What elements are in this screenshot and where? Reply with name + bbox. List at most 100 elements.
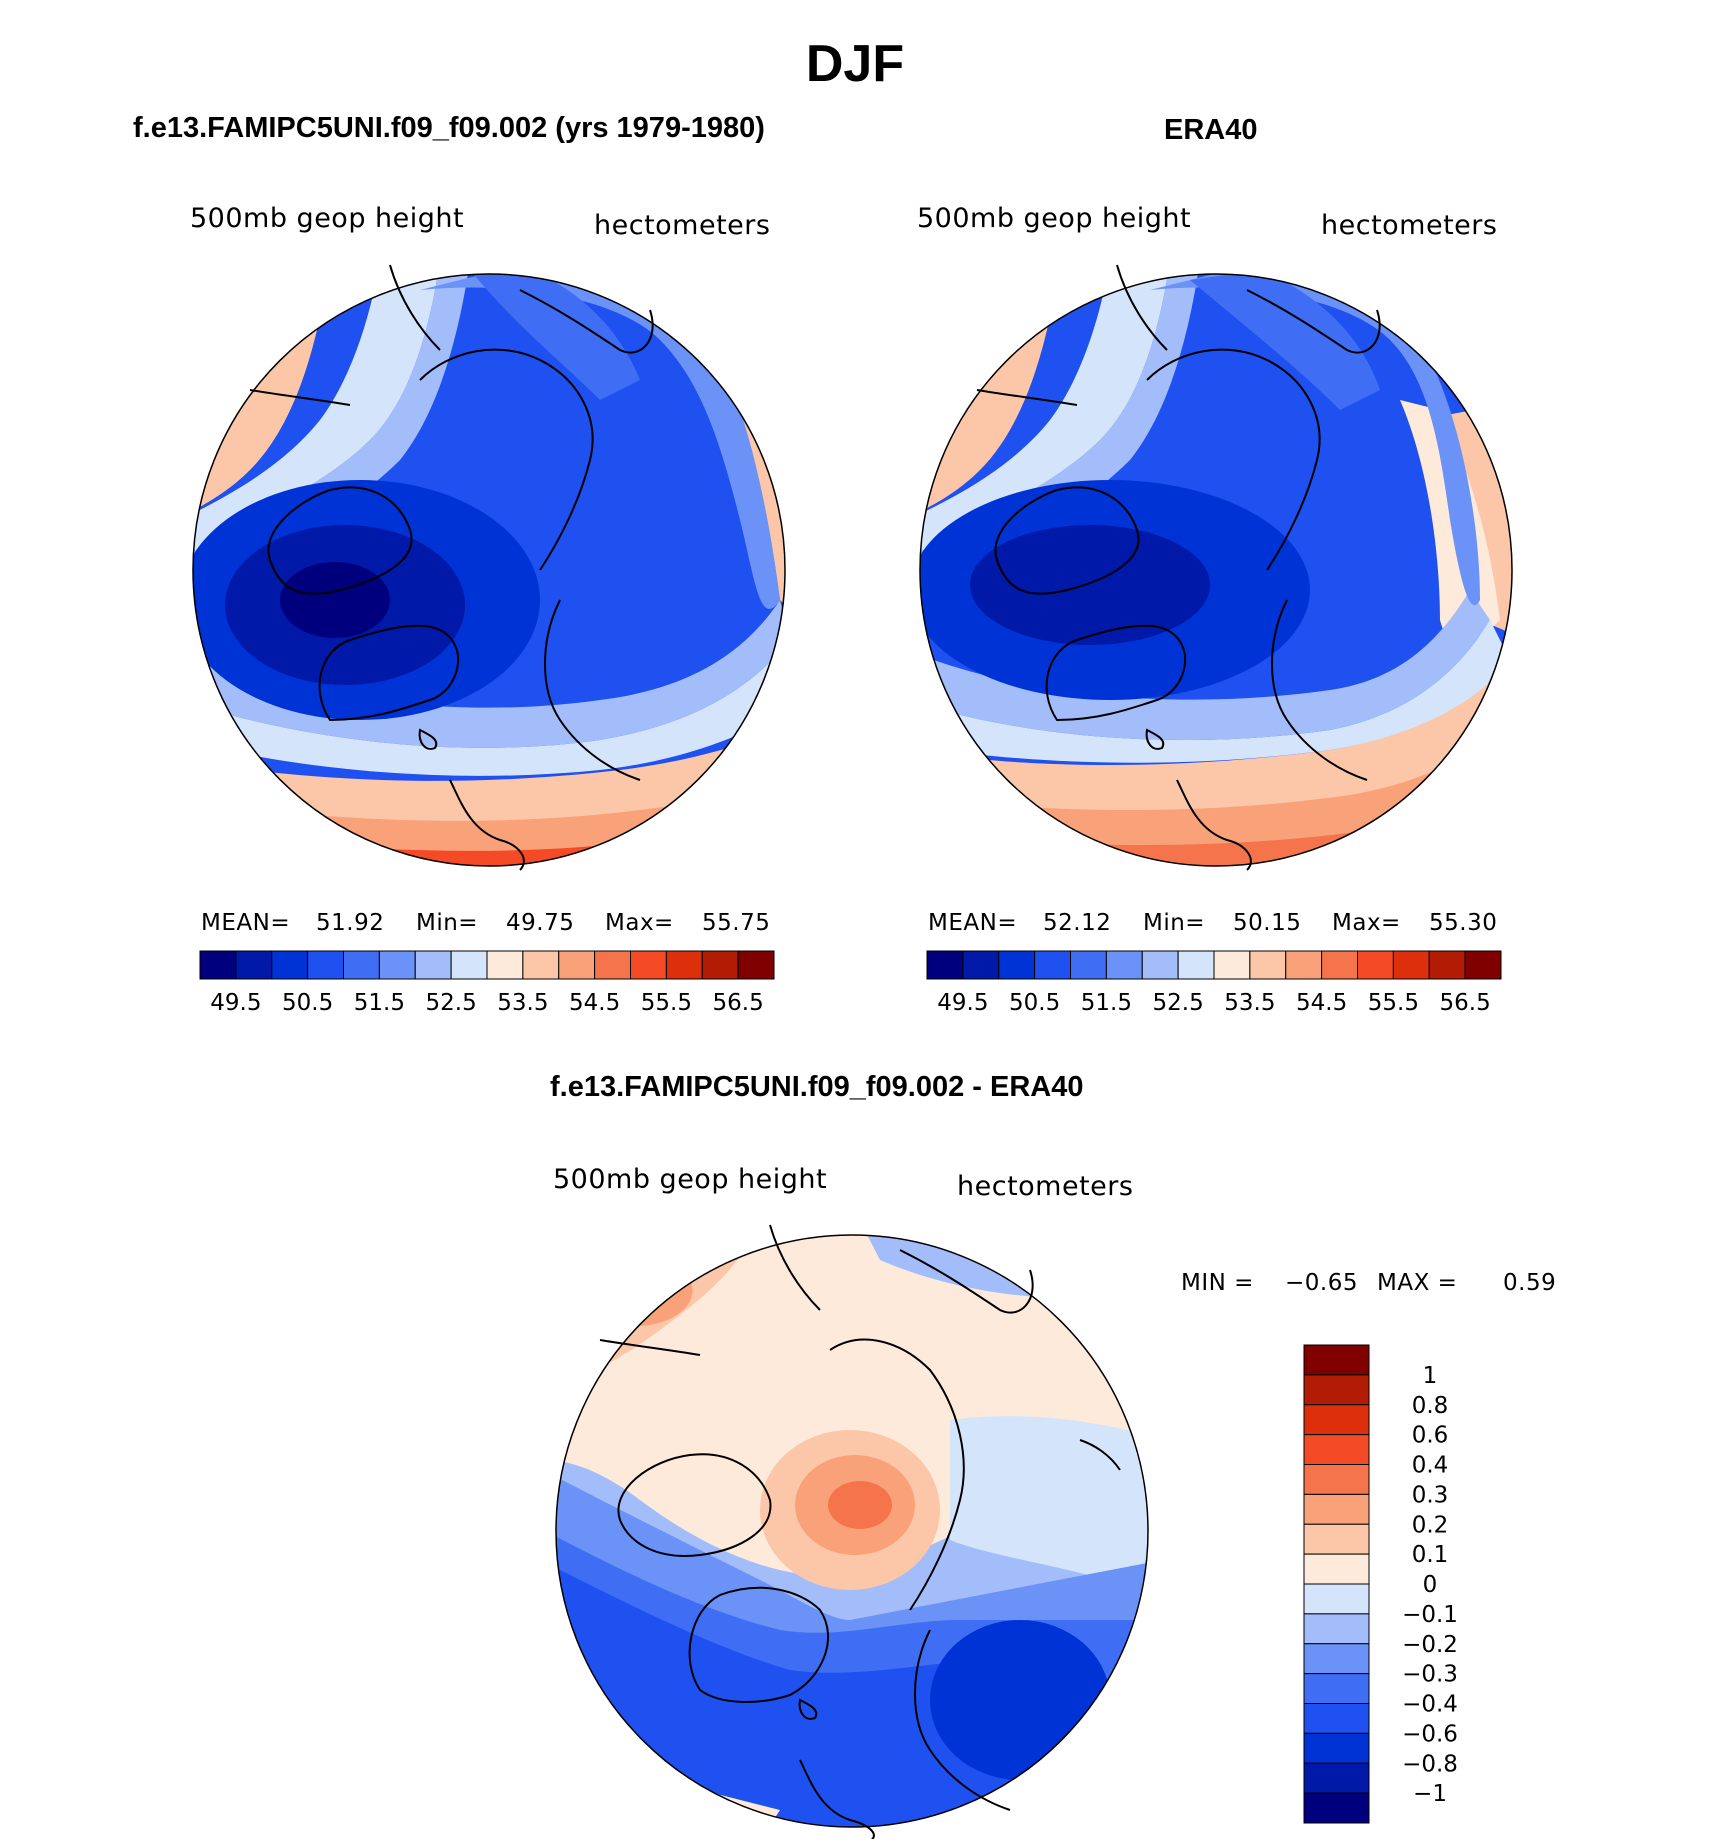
diff-colorbar-box-7 xyxy=(1303,1553,1370,1585)
obs-variable-label: 500mb geop height xyxy=(917,203,1192,234)
model-colorbar-tick-label: 54.5 xyxy=(569,990,620,1016)
diff-colorbar-tick-label: 0.1 xyxy=(1412,1542,1449,1568)
model-units-label: hectometers xyxy=(594,210,771,241)
obs-colorbar-tick-label: 54.5 xyxy=(1296,990,1347,1016)
obs-mean-label: MEAN= xyxy=(928,910,1018,936)
diff-colorbar-box-9 xyxy=(1303,1613,1370,1645)
diff-colorbar-tick-label: 0.3 xyxy=(1412,1482,1449,1508)
model-colorbar: 49.5 50.5 51.5 52.5 53.5 54.5 55.5 56.5 xyxy=(199,950,775,1016)
model-colorbar-box-1 xyxy=(235,950,273,980)
diff-panel-title: f.e13.FAMIPC5UNI.f09_f09.002 - ERA40 xyxy=(550,1071,1084,1103)
model-max-label: Max= xyxy=(605,910,674,936)
model-colorbar-tick-label: 51.5 xyxy=(354,990,405,1016)
model-min-value: 49.75 xyxy=(506,910,575,936)
model-min-label: Min= xyxy=(416,910,479,936)
diff-colorbar-box-8 xyxy=(1303,1583,1370,1615)
obs-colorbar-tick-label: 53.5 xyxy=(1224,990,1275,1016)
diff-colorbar-tick-label: −0.8 xyxy=(1402,1751,1458,1777)
obs-colorbar-box-12 xyxy=(1357,950,1394,980)
diff-colorbar-box-3 xyxy=(1303,1434,1370,1465)
obs-colorbar-box-3 xyxy=(1034,950,1071,980)
model-colorbar-tick-label: 52.5 xyxy=(426,990,477,1016)
obs-colorbar-box-1 xyxy=(962,950,1000,980)
diff-colorbar-tick-label: −0.2 xyxy=(1402,1632,1458,1658)
diff-colorbar-box-6 xyxy=(1303,1523,1370,1555)
model-colorbar-box-7 xyxy=(450,950,488,980)
obs-map xyxy=(919,264,1513,871)
model-colorbar-box-6 xyxy=(414,950,452,980)
obs-colorbar-tick-label: 50.5 xyxy=(1009,990,1060,1016)
obs-colorbar-tick-label: 52.5 xyxy=(1153,990,1204,1016)
figure-title: DJF xyxy=(805,35,905,93)
obs-colorbar-box-13 xyxy=(1392,950,1430,980)
diff-colorbar-box-5 xyxy=(1303,1493,1370,1525)
diff-min-value: −0.65 xyxy=(1285,1270,1358,1296)
model-colorbar-tick-label: 56.5 xyxy=(713,990,764,1016)
obs-max-label: Max= xyxy=(1332,910,1401,936)
diff-colorbar-box-2 xyxy=(1303,1404,1370,1436)
obs-colorbar-tick-label: 49.5 xyxy=(937,990,988,1016)
obs-colorbar-box-8 xyxy=(1213,950,1251,980)
diff-colorbar-box-13 xyxy=(1303,1732,1370,1764)
obs-colorbar: 49.5 50.5 51.5 52.5 53.5 54.5 55.5 56.5 xyxy=(926,950,1502,1016)
diff-colorbar-tick-label: −0.6 xyxy=(1402,1721,1458,1747)
model-colorbar-box-9 xyxy=(522,950,560,980)
model-colorbar-box-14 xyxy=(701,950,739,980)
diff-variable-label: 500mb geop height xyxy=(553,1164,828,1195)
model-colorbar-tick-label: 49.5 xyxy=(210,990,261,1016)
diff-colorbar-tick-label: −0.1 xyxy=(1402,1602,1458,1628)
diff-colorbar-box-0 xyxy=(1303,1344,1370,1376)
model-mean-label: MEAN= xyxy=(201,910,291,936)
obs-colorbar-box-11 xyxy=(1321,950,1358,980)
diff-colorbar-tick-label: 0.2 xyxy=(1412,1512,1449,1538)
obs-colorbar-box-2 xyxy=(998,950,1036,980)
diff-min-label: MIN = xyxy=(1181,1270,1254,1296)
obs-colorbar-box-4 xyxy=(1070,950,1107,980)
diff-colorbar-box-15 xyxy=(1303,1792,1370,1824)
obs-colorbar-box-0 xyxy=(926,950,964,980)
diff-map xyxy=(555,1224,1149,1839)
diff-colorbar-tick-label: 0.8 xyxy=(1412,1393,1449,1419)
model-colorbar-tick-label: 50.5 xyxy=(282,990,333,1016)
diff-colorbar-box-11 xyxy=(1303,1673,1370,1704)
diff-colorbar-tick-label: 0 xyxy=(1423,1572,1438,1598)
obs-colorbar-tick-label: 51.5 xyxy=(1081,990,1132,1016)
diff-colorbar-tick-label: 1 xyxy=(1423,1363,1438,1389)
diff-colorbar-tick-label: −0.3 xyxy=(1402,1662,1458,1688)
obs-colorbar-box-7 xyxy=(1177,950,1215,980)
diff-colorbar-tick-label: −1 xyxy=(1413,1781,1447,1807)
diff-max-value: 0.59 xyxy=(1503,1270,1557,1296)
diff-colorbar-box-14 xyxy=(1303,1762,1370,1794)
model-colorbar-box-3 xyxy=(307,950,344,980)
obs-colorbar-tick-label: 56.5 xyxy=(1440,990,1491,1016)
diff-colorbar-box-10 xyxy=(1303,1643,1370,1675)
obs-colorbar-tick-label: 55.5 xyxy=(1368,990,1419,1016)
obs-colorbar-box-10 xyxy=(1285,950,1323,980)
model-colorbar-box-8 xyxy=(486,950,524,980)
obs-colorbar-box-15 xyxy=(1464,950,1502,980)
model-panel-title: f.e13.FAMIPC5UNI.f09_f09.002 (yrs 1979-1… xyxy=(133,112,765,144)
model-colorbar-box-15 xyxy=(737,950,775,980)
model-colorbar-tick-label: 55.5 xyxy=(641,990,692,1016)
model-colorbar-box-11 xyxy=(594,950,631,980)
diff-colorbar-tick-label: 0.6 xyxy=(1412,1423,1449,1449)
model-colorbar-box-4 xyxy=(343,950,380,980)
diff-colorbar-box-1 xyxy=(1303,1374,1370,1406)
model-colorbar-box-12 xyxy=(630,950,667,980)
model-colorbar-box-13 xyxy=(665,950,703,980)
model-variable-label: 500mb geop height xyxy=(190,203,465,234)
obs-min-label: Min= xyxy=(1143,910,1206,936)
diff-max-label: MAX = xyxy=(1377,1270,1458,1296)
model-mean-value: 51.92 xyxy=(316,910,385,936)
obs-colorbar-box-14 xyxy=(1428,950,1466,980)
model-colorbar-box-5 xyxy=(378,950,416,980)
model-colorbar-box-0 xyxy=(199,950,237,980)
obs-min-value: 50.15 xyxy=(1233,910,1302,936)
diff-colorbar-box-4 xyxy=(1303,1464,1370,1495)
diff-colorbar: 1 0.8 0.6 0.4 0.3 0.2 0.1 0 −0.1 −0.2 −0.3 −0.4 −0.6… xyxy=(1303,1344,1458,1824)
model-max-value: 55.75 xyxy=(702,910,771,936)
diff-units-label: hectometers xyxy=(957,1171,1134,1202)
model-colorbar-box-2 xyxy=(271,950,309,980)
diff-colorbar-tick-label: −0.4 xyxy=(1402,1692,1458,1718)
